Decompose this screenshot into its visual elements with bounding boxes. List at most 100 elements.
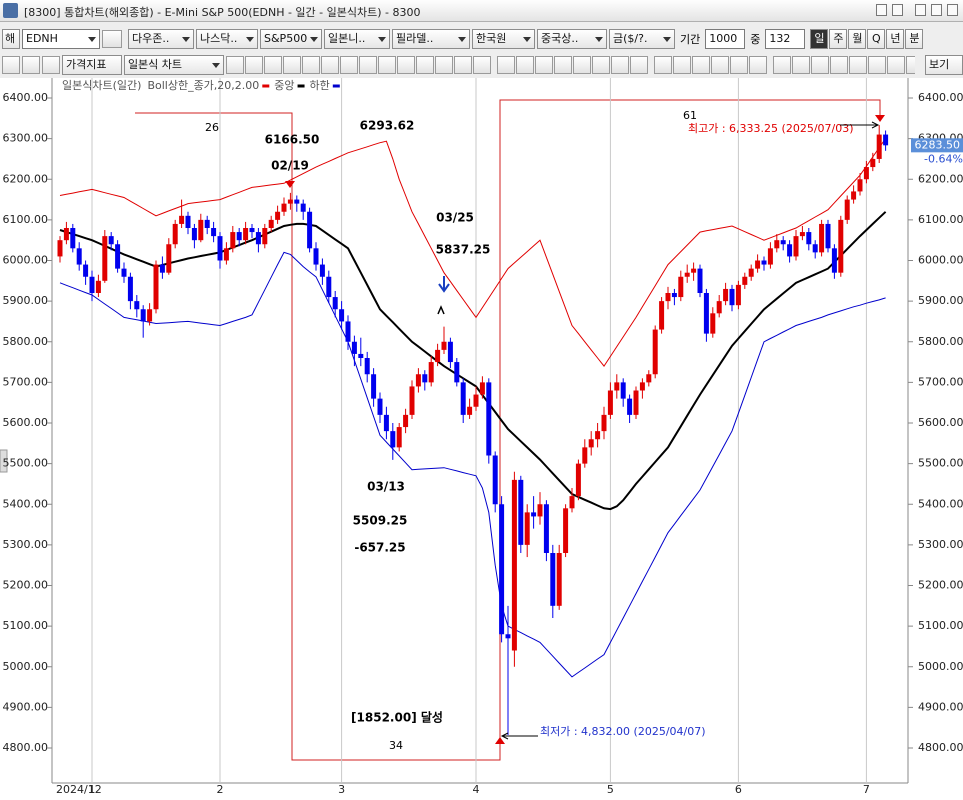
y2-tick-label: 5900.00 [918, 294, 963, 307]
edit-button[interactable] [42, 56, 60, 74]
candle-body [95, 280, 101, 293]
tool-icon[interactable] [282, 56, 301, 74]
candle-body [735, 284, 741, 306]
tool-icon[interactable] [339, 56, 358, 74]
minimize-button[interactable] [915, 4, 926, 16]
tool-icon[interactable] [396, 56, 415, 74]
candle-body [358, 353, 364, 358]
tool-icon[interactable] [653, 56, 672, 74]
candle-body [691, 268, 697, 273]
code-input[interactable]: EDNH [22, 29, 100, 49]
x-tick-label: 1 [89, 783, 96, 796]
tool-icon[interactable] [610, 56, 629, 74]
interval-button[interactable]: 일 [810, 29, 829, 49]
tool-icon[interactable] [377, 56, 396, 74]
y2-tick-label: 6400.00 [918, 91, 963, 104]
tool-icon[interactable] [453, 56, 472, 74]
up-button[interactable] [2, 56, 20, 74]
period-input[interactable]: 1000 [705, 29, 746, 49]
count-input[interactable]: 132 [765, 29, 806, 49]
candle-body [473, 394, 479, 407]
y2-tick-label: 5500.00 [918, 457, 963, 470]
candle-body [639, 382, 645, 391]
tool-icon[interactable] [691, 56, 710, 74]
y2-tick-label: 5800.00 [918, 335, 963, 348]
tool-icon[interactable] [225, 56, 244, 74]
candle-body [390, 431, 396, 448]
tool-icon[interactable] [415, 56, 434, 74]
maximize-button[interactable] [931, 4, 942, 16]
tool-icon[interactable] [905, 56, 916, 74]
tool-icon[interactable] [710, 56, 729, 74]
market-dropdown[interactable]: S&P500 [260, 29, 322, 49]
tool-icon[interactable] [496, 56, 515, 74]
candle-body [351, 341, 357, 354]
tool-icon[interactable] [515, 56, 534, 74]
window-button[interactable] [892, 4, 903, 16]
tool-icon[interactable] [672, 56, 691, 74]
marker-arrow [875, 115, 885, 122]
tool-icon[interactable] [772, 56, 791, 74]
market-dropdown[interactable]: 한국원 [472, 29, 535, 49]
y-tick-label: 6400.00 [3, 91, 49, 104]
market-dropdown[interactable]: 다우존.. [128, 29, 194, 49]
tool-icon[interactable] [729, 56, 748, 74]
candle-body [870, 158, 876, 168]
tool-icon[interactable] [472, 56, 491, 74]
view-button[interactable]: 보기 [925, 55, 963, 75]
legend-label: Boll상한_종가,20,2.00 [147, 79, 259, 92]
price-tag [911, 138, 963, 153]
tool-icon[interactable] [358, 56, 377, 74]
market-dropdown[interactable]: 금($/?. [609, 29, 675, 49]
y2-tick-label: 5700.00 [918, 375, 963, 388]
tool-icon[interactable] [553, 56, 572, 74]
interval-button[interactable]: 월 [848, 29, 867, 49]
interval-button[interactable]: 분 [905, 29, 924, 49]
chart-type-dropdown[interactable]: 일본식 차트 [123, 55, 224, 75]
tool-icon[interactable] [320, 56, 339, 74]
y2-tick-label: 6100.00 [918, 213, 963, 226]
interval-button[interactable]: Q [867, 29, 886, 49]
tool-icon[interactable] [301, 56, 320, 74]
candle-body [153, 264, 159, 310]
market-dropdown[interactable]: 나스닥.. [196, 29, 258, 49]
tool-icon[interactable] [591, 56, 610, 74]
window-button[interactable] [876, 4, 887, 16]
tool-icon[interactable] [244, 56, 263, 74]
tool-icon[interactable] [629, 56, 648, 74]
candle-body [454, 362, 460, 383]
side-tab[interactable] [0, 449, 8, 473]
candle-body [537, 504, 543, 517]
tool-icon[interactable] [867, 56, 886, 74]
tool-icon[interactable] [886, 56, 905, 74]
down-button[interactable] [22, 56, 40, 74]
candle-body [851, 191, 857, 200]
candle-body [614, 382, 620, 391]
indicator-button[interactable]: 가격지표 [62, 55, 122, 75]
close-button[interactable] [947, 4, 958, 16]
interval-button[interactable]: 주 [829, 29, 848, 49]
candle-body [287, 199, 293, 204]
market-dropdown[interactable]: 일본니.. [324, 29, 390, 49]
candle-body [102, 236, 108, 281]
tool-icon[interactable] [434, 56, 453, 74]
tool-icon[interactable] [810, 56, 829, 74]
x-tick-label: 3 [338, 783, 345, 796]
tool-icon[interactable] [572, 56, 591, 74]
market-dropdown[interactable]: 필라델.. [392, 29, 470, 49]
toolbar-bottom: 가격지표 일본식 차트 보기 [0, 53, 963, 77]
tool-icon[interactable] [748, 56, 767, 74]
prefix-button[interactable]: 해 [2, 29, 20, 49]
tool-icon[interactable] [791, 56, 810, 74]
candle-body [633, 390, 639, 415]
market-dropdown[interactable]: 중국상.. [537, 29, 607, 49]
interval-button[interactable]: 년 [886, 29, 905, 49]
candle-body [441, 341, 447, 350]
tool-icon[interactable] [829, 56, 848, 74]
tool-icon[interactable] [848, 56, 867, 74]
candle-body [76, 248, 82, 265]
search-button[interactable] [102, 30, 122, 48]
tool-icon[interactable] [263, 56, 282, 74]
tool-icon[interactable] [534, 56, 553, 74]
